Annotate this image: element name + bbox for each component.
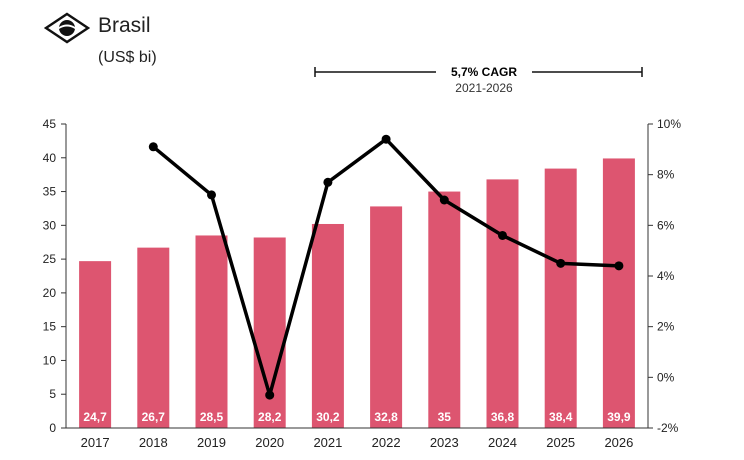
x-tick-label: 2022 <box>372 435 401 450</box>
y-right-tick-label: 10% <box>657 117 681 131</box>
x-tick-label: 2020 <box>255 435 284 450</box>
y-right-tick-label: 2% <box>657 320 675 334</box>
y-right-tick-label: -2% <box>657 421 679 435</box>
x-tick-label: 2025 <box>546 435 575 450</box>
bar-2026 <box>602 158 635 428</box>
bar-value-label: 32,8 <box>374 410 398 424</box>
growth-point-2021 <box>323 177 333 187</box>
cagr-annotation: 5,7% CAGR 2021-2026 <box>314 65 643 95</box>
growth-point-2022 <box>381 134 391 144</box>
growth-point-2023 <box>439 195 449 205</box>
growth-point-2025 <box>556 258 566 268</box>
bar-value-label: 28,5 <box>200 410 224 424</box>
unit-label: (US$ bi) <box>98 49 157 66</box>
bar-2017 <box>79 261 112 428</box>
x-tick-label: 2026 <box>604 435 633 450</box>
y-left-tick-label: 45 <box>43 117 57 131</box>
bar-value-label: 24,7 <box>83 410 107 424</box>
y-right-tick-label: 6% <box>657 218 675 232</box>
x-tick-label: 2018 <box>139 435 168 450</box>
growth-point-2024 <box>498 230 507 240</box>
brand-logo-icon <box>43 12 91 44</box>
cagr-period: 2021-2026 <box>455 81 513 95</box>
bar-2023 <box>428 191 461 428</box>
y-left-tick-label: 25 <box>43 252 57 266</box>
bar-value-label: 36,8 <box>491 410 515 424</box>
y-left-tick-label: 30 <box>43 218 57 232</box>
bar-2025 <box>544 168 577 428</box>
bar-value-label: 39,9 <box>607 410 631 424</box>
bar-value-label: 26,7 <box>142 410 166 424</box>
growth-point-2026 <box>614 261 624 271</box>
bar-value-label: 30,2 <box>316 410 340 424</box>
x-tick-label: 2023 <box>430 435 459 450</box>
x-tick-label: 2019 <box>197 435 226 450</box>
chart-title: Brasil <box>98 14 151 37</box>
y-right-tick-label: 4% <box>657 269 675 283</box>
bar-2019 <box>195 235 228 428</box>
y-right-tick-label: 0% <box>657 370 675 384</box>
x-tick-label: 2021 <box>313 435 342 450</box>
y-left-tick-label: 20 <box>43 286 57 300</box>
bar-value-label: 38,4 <box>549 410 573 424</box>
x-tick-label: 2017 <box>81 435 110 450</box>
y-left-tick-label: 10 <box>43 353 57 367</box>
y-left-tick-label: 40 <box>43 151 57 165</box>
cagr-label: 5,7% CAGR <box>451 65 517 79</box>
bar-2022 <box>370 206 403 428</box>
bar-2021 <box>311 223 344 428</box>
bar-2024 <box>486 179 519 428</box>
bar-value-label: 35 <box>438 410 452 424</box>
y-left-tick-label: 15 <box>43 320 57 334</box>
bar-value-label: 28,2 <box>258 410 282 424</box>
x-tick-label: 2024 <box>488 435 517 450</box>
y-left-tick-label: 0 <box>49 421 56 435</box>
y-left-tick-label: 35 <box>43 185 57 199</box>
growth-point-2020 <box>265 390 275 400</box>
y-right-tick-label: 8% <box>657 168 675 182</box>
y-left-tick-label: 5 <box>49 387 56 401</box>
bar-2018 <box>137 247 170 428</box>
growth-point-2019 <box>207 190 216 200</box>
growth-point-2018 <box>148 142 158 152</box>
